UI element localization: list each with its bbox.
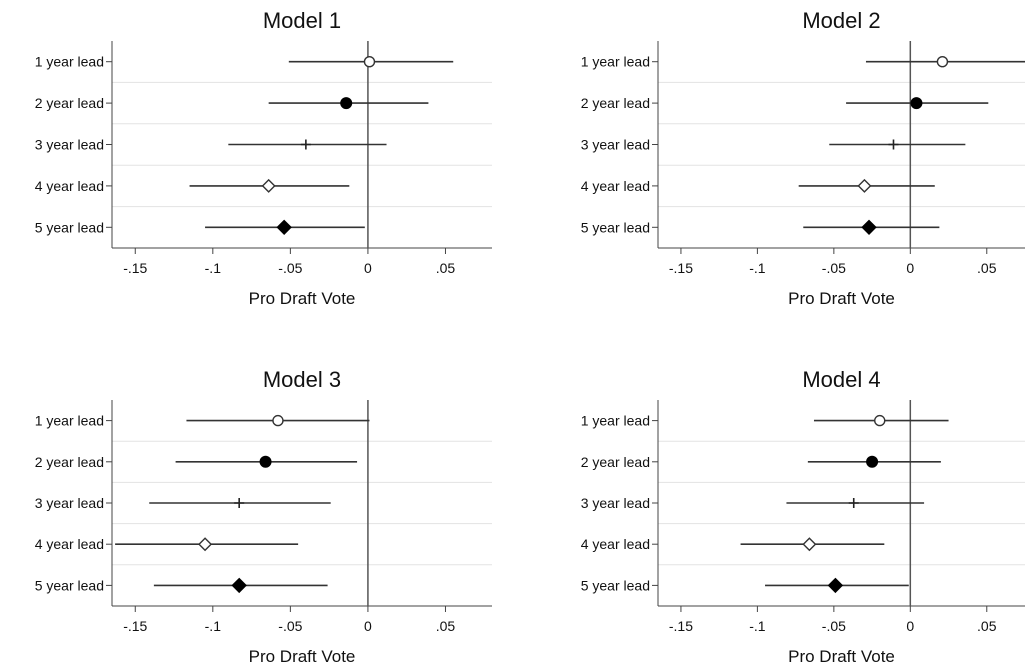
estimate-marker-plus: [848, 498, 859, 508]
x-tick-label: -.05: [822, 618, 846, 634]
estimate-marker-open-diamond: [261, 178, 276, 193]
estimate-marker-filled-circle: [259, 455, 272, 468]
row-label: 4 year lead: [35, 178, 104, 194]
x-tick-label: -.15: [669, 260, 693, 276]
row-label: 5 year lead: [581, 219, 650, 235]
panel-title: Model 2: [802, 8, 880, 33]
row-label: 1 year lead: [581, 54, 650, 70]
row-label: 2 year lead: [581, 454, 650, 470]
row-label: 3 year lead: [581, 495, 650, 511]
x-tick-label: -.1: [205, 260, 222, 276]
row-label: 5 year lead: [35, 219, 104, 235]
row-label: 3 year lead: [35, 137, 104, 153]
x-tick-label: 0: [364, 618, 372, 634]
x-tick-label: .05: [436, 618, 456, 634]
estimate-marker-filled-circle: [866, 455, 879, 468]
panel-1: Model 1 -.15 -.1 -.05 0 .05 Pro Draft Vote 1 ye…: [35, 8, 492, 308]
estimate-marker-plus: [888, 139, 899, 150]
row-label: 4 year lead: [581, 536, 650, 552]
x-tick-label: -.1: [205, 618, 222, 634]
estimate-marker-open-circle: [272, 414, 284, 427]
estimate-marker-plus: [234, 498, 245, 508]
row-label: 5 year lead: [581, 577, 650, 593]
x-axis-label: Pro Draft Vote: [249, 647, 356, 666]
row-label: 2 year lead: [35, 95, 104, 111]
x-tick-label: -.15: [669, 618, 693, 634]
row-label: 2 year lead: [35, 454, 104, 470]
row-label: 1 year lead: [35, 413, 104, 429]
x-tick-label: .05: [977, 618, 997, 634]
estimate-marker-filled-diamond: [231, 577, 247, 594]
x-tick-label: -.1: [749, 618, 766, 634]
row-label: 3 year lead: [581, 137, 650, 153]
row-label: 2 year lead: [581, 95, 650, 111]
panel-title: Model 4: [802, 367, 880, 392]
row-label: 1 year lead: [35, 54, 104, 70]
panel-title: Model 3: [263, 367, 341, 392]
estimate-marker-open-diamond: [802, 537, 817, 552]
x-tick-label: 0: [906, 260, 914, 276]
x-tick-label: -.05: [278, 618, 302, 634]
panel-2: Model 2 -.15 -.1 -.05 0 .05 Pro Draft Vote 1 ye…: [581, 8, 1025, 308]
panel-3: Model 3 -.15 -.1 -.05 0 .05 Pro Draft Vote 1 ye…: [35, 367, 492, 666]
estimate-marker-open-diamond: [198, 537, 213, 552]
panel-title: Model 1: [263, 8, 341, 33]
x-tick-label: -.05: [278, 260, 302, 276]
x-axis-label: Pro Draft Vote: [249, 289, 356, 308]
row-label: 4 year lead: [35, 536, 104, 552]
row-label: 3 year lead: [35, 495, 104, 511]
x-tick-label: 0: [364, 260, 372, 276]
estimate-marker-filled-diamond: [827, 577, 844, 594]
x-axis-label: Pro Draft Vote: [788, 647, 895, 666]
x-tick-label: -.15: [123, 618, 147, 634]
x-tick-label: -.05: [822, 260, 846, 276]
estimate-marker-open-circle: [363, 56, 376, 68]
x-tick-label: .05: [436, 260, 456, 276]
estimate-marker-open-circle: [936, 56, 949, 68]
estimate-marker-filled-circle: [340, 97, 353, 110]
row-label: 5 year lead: [35, 577, 104, 593]
estimate-marker-filled-diamond: [861, 219, 877, 236]
x-tick-label: -.1: [749, 260, 766, 276]
estimate-marker-filled-diamond: [276, 219, 292, 236]
estimate-marker-open-circle: [874, 414, 886, 427]
estimate-marker-open-diamond: [857, 178, 872, 193]
x-axis-label: Pro Draft Vote: [788, 289, 895, 308]
panel-4: Model 4 -.15 -.1 -.05 0 .05 Pro Draft Vote 1 ye…: [581, 367, 1025, 666]
x-tick-label: -.15: [123, 260, 147, 276]
row-label: 1 year lead: [581, 413, 650, 429]
row-label: 4 year lead: [581, 178, 650, 194]
x-tick-label: .05: [977, 260, 997, 276]
estimate-marker-plus: [300, 139, 311, 150]
x-tick-label: 0: [906, 618, 914, 634]
estimate-marker-filled-circle: [910, 97, 923, 110]
